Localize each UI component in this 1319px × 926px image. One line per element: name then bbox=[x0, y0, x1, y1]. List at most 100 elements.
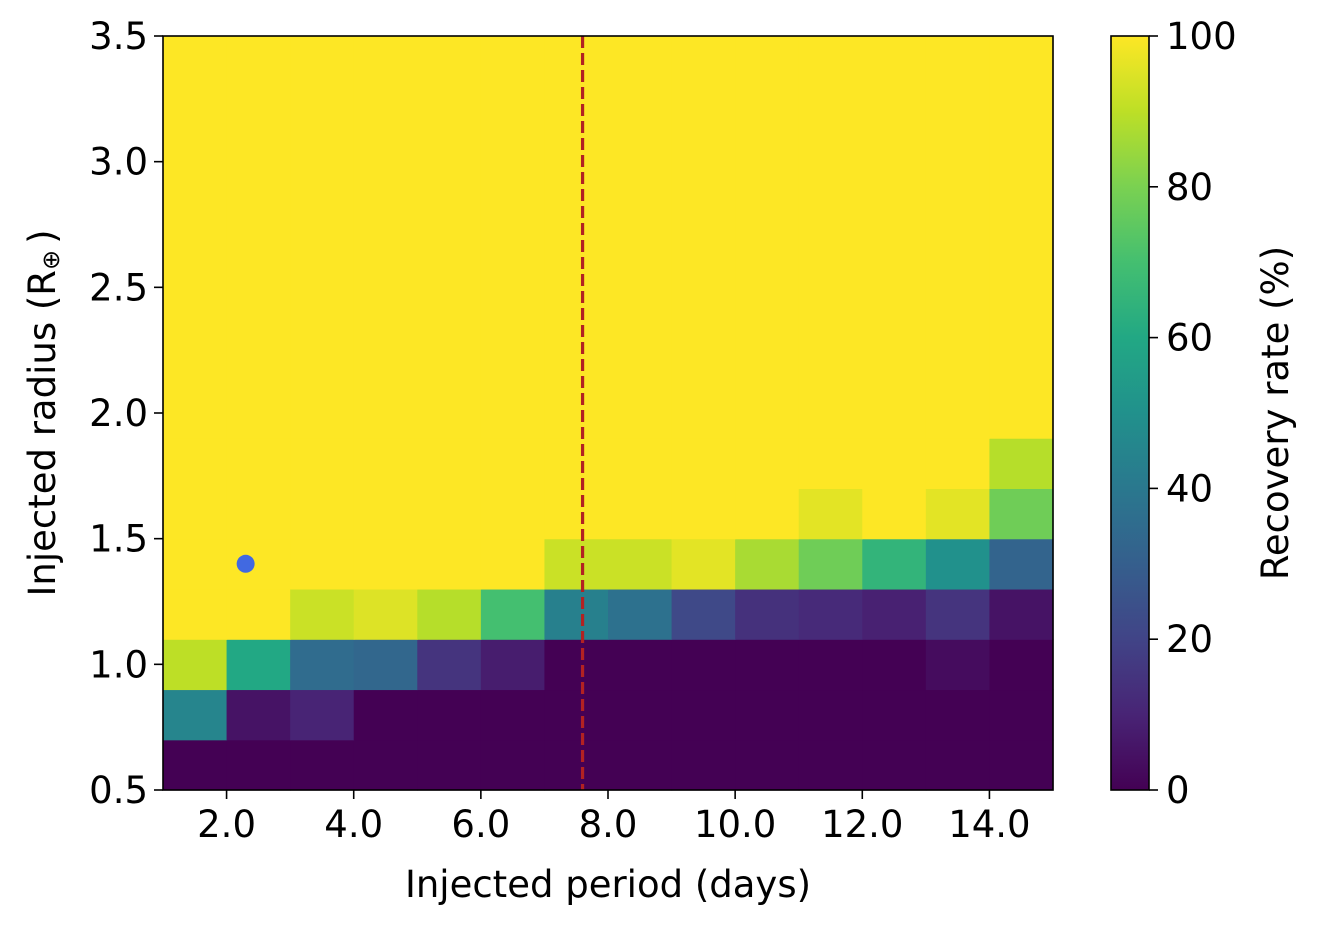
x-axis-label: Injected period (days) bbox=[405, 863, 811, 906]
heatmap-cell bbox=[480, 588, 546, 640]
heatmap-cell bbox=[353, 639, 418, 691]
y-tick-label: 3.5 bbox=[89, 15, 148, 58]
heatmap-cell bbox=[290, 689, 355, 741]
x-tick-label: 6.0 bbox=[451, 803, 510, 846]
heatmap-cell bbox=[544, 36, 609, 439]
heatmap-cell bbox=[163, 588, 228, 640]
heatmap-cell bbox=[480, 438, 546, 489]
heatmap-cell bbox=[671, 36, 736, 439]
heatmap-cell bbox=[290, 36, 355, 439]
heatmap-cell bbox=[671, 488, 736, 540]
heatmap-cell bbox=[735, 689, 800, 741]
x-tick-label: 2.0 bbox=[197, 803, 256, 846]
heatmap-cell bbox=[544, 438, 609, 489]
heatmap-cell bbox=[608, 739, 673, 791]
heatmap-cell bbox=[735, 36, 800, 439]
heatmap-cell bbox=[480, 36, 546, 439]
heatmap-cell bbox=[226, 689, 291, 741]
heatmap-cell bbox=[798, 538, 863, 590]
heatmap-cell bbox=[353, 739, 418, 791]
heatmap-cells bbox=[163, 36, 1054, 791]
heatmap-cell bbox=[163, 538, 228, 590]
x-axis: 2.0 4.0 6.0 8.0 10.0 12.0 14.0 bbox=[197, 790, 1031, 846]
heatmap-cell bbox=[226, 438, 291, 489]
heatmap-cell bbox=[735, 538, 800, 590]
heatmap-cell bbox=[989, 488, 1054, 540]
planet-marker bbox=[236, 554, 255, 573]
heatmap-cell bbox=[925, 538, 991, 590]
heatmap-cell bbox=[544, 689, 609, 741]
heatmap-cell bbox=[862, 538, 927, 590]
heatmap-cell bbox=[671, 639, 736, 691]
heatmap-cell bbox=[417, 538, 482, 590]
heatmap-cell bbox=[417, 588, 482, 640]
heatmap-cell bbox=[735, 588, 800, 640]
x-tick-label: 4.0 bbox=[324, 803, 383, 846]
heatmap-cell bbox=[989, 438, 1054, 489]
heatmap-cell bbox=[798, 739, 863, 791]
heatmap-cell bbox=[290, 639, 355, 691]
heatmap-cell bbox=[925, 488, 991, 540]
heatmap-cell bbox=[862, 639, 927, 691]
heatmap-cell bbox=[798, 689, 863, 741]
heatmap-cell bbox=[862, 36, 927, 439]
heatmap-cell bbox=[798, 639, 863, 691]
heatmap-cell bbox=[608, 689, 673, 741]
colorbar-tick-label: 100 bbox=[1166, 15, 1237, 58]
heatmap-cell bbox=[608, 438, 673, 489]
x-tick-label: 14.0 bbox=[948, 803, 1030, 846]
heatmap-cell bbox=[989, 588, 1054, 640]
plot-overlay bbox=[236, 36, 585, 790]
heatmap-cell bbox=[544, 538, 609, 590]
heatmap-cell bbox=[608, 639, 673, 691]
heatmap-cell bbox=[925, 36, 991, 439]
heatmap-cell bbox=[163, 639, 228, 691]
heatmap-cell bbox=[862, 488, 927, 540]
y-tick-label: 1.0 bbox=[89, 643, 148, 686]
colorbar-tick-label: 80 bbox=[1166, 166, 1213, 209]
heatmap-cell bbox=[925, 739, 991, 791]
heatmap-cell bbox=[417, 739, 482, 791]
heatmap-cell bbox=[163, 739, 228, 791]
y-tick-label: 1.5 bbox=[89, 518, 148, 561]
heatmap-cell bbox=[671, 739, 736, 791]
heatmap-cell bbox=[608, 538, 673, 590]
colorbar-label: Recovery rate (%) bbox=[1254, 246, 1297, 580]
heatmap-cell bbox=[544, 488, 609, 540]
heatmap-cell bbox=[544, 588, 609, 640]
heatmap-cell bbox=[989, 538, 1054, 590]
heatmap-cell bbox=[480, 488, 546, 540]
heatmap-cell bbox=[925, 588, 991, 640]
y-axis: 0.5 1.0 1.5 2.0 2.5 3.0 3.5 bbox=[89, 15, 163, 812]
y-tick-label: 0.5 bbox=[89, 769, 148, 812]
heatmap-cell bbox=[353, 438, 418, 489]
heatmap-cell bbox=[798, 36, 863, 439]
x-tick-label: 12.0 bbox=[821, 803, 903, 846]
y-tick-label: 2.5 bbox=[89, 266, 148, 309]
heatmap-cell bbox=[925, 689, 991, 741]
heatmap-cell bbox=[480, 689, 546, 741]
heatmap-cell bbox=[417, 639, 482, 691]
heatmap-cell bbox=[798, 488, 863, 540]
y-axis-label: Injected radius (R⊕) bbox=[21, 229, 65, 596]
x-tick-label: 10.0 bbox=[694, 803, 776, 846]
heatmap-cell bbox=[226, 739, 291, 791]
heatmap-cell bbox=[671, 588, 736, 640]
heatmap-cell bbox=[735, 639, 800, 691]
heatmap-cell bbox=[862, 588, 927, 640]
heatmap-cell bbox=[608, 36, 673, 439]
heatmap-cell bbox=[989, 36, 1054, 439]
heatmap-cell bbox=[353, 538, 418, 590]
heatmap-cell bbox=[290, 438, 355, 489]
heatmap-cell bbox=[163, 488, 228, 540]
heatmap-cell bbox=[925, 438, 991, 489]
colorbar-tick-label: 0 bbox=[1166, 769, 1190, 812]
heatmap-cell bbox=[671, 538, 736, 590]
heatmap-cell bbox=[417, 438, 482, 489]
heatmap-cell bbox=[480, 739, 546, 791]
heatmap-cell bbox=[480, 538, 546, 590]
colorbar bbox=[1110, 35, 1150, 791]
heatmap-cell bbox=[290, 538, 355, 590]
heatmap-cell bbox=[163, 36, 228, 439]
